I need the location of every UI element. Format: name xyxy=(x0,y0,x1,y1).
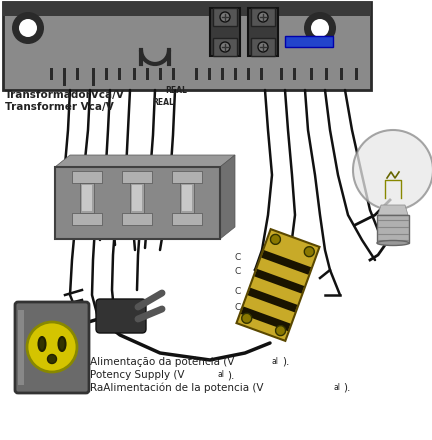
Bar xyxy=(76,68,79,80)
FancyBboxPatch shape xyxy=(15,302,89,393)
Text: RaAlimentación de la potencia (V: RaAlimentación de la potencia (V xyxy=(90,382,264,393)
Bar xyxy=(248,8,278,56)
Circle shape xyxy=(304,12,336,44)
Bar xyxy=(293,68,296,80)
Bar xyxy=(72,213,102,225)
Bar xyxy=(159,68,162,80)
Bar xyxy=(132,185,142,211)
Bar xyxy=(122,171,152,183)
Polygon shape xyxy=(55,155,235,167)
Bar xyxy=(285,36,333,47)
Circle shape xyxy=(311,19,329,37)
Circle shape xyxy=(304,247,314,257)
Bar xyxy=(340,68,343,80)
Bar xyxy=(82,185,92,211)
Bar xyxy=(251,38,275,56)
Bar xyxy=(213,8,237,26)
Bar xyxy=(3,2,371,90)
Ellipse shape xyxy=(377,241,409,246)
Bar xyxy=(180,183,194,213)
Text: Transformer Vca/V: Transformer Vca/V xyxy=(5,102,114,112)
Circle shape xyxy=(258,42,268,52)
Text: al: al xyxy=(272,357,279,366)
Bar xyxy=(254,269,304,293)
Bar xyxy=(105,68,108,80)
Bar xyxy=(55,167,220,239)
Text: TransformadorVca/V: TransformadorVca/V xyxy=(5,90,125,100)
Circle shape xyxy=(220,42,230,52)
Text: Alimentação da potência (V: Alimentação da potência (V xyxy=(90,356,235,367)
Circle shape xyxy=(242,313,252,323)
Text: C: C xyxy=(235,268,241,276)
Bar xyxy=(208,68,211,80)
Circle shape xyxy=(270,235,280,244)
Bar xyxy=(50,68,53,80)
FancyBboxPatch shape xyxy=(96,299,146,333)
Bar xyxy=(236,229,320,341)
Text: Potency Supply (V: Potency Supply (V xyxy=(90,370,184,380)
Text: ).: ). xyxy=(227,370,235,380)
Bar xyxy=(172,171,202,183)
Bar xyxy=(310,68,313,80)
Bar xyxy=(146,68,149,80)
Circle shape xyxy=(48,355,57,363)
Text: C: C xyxy=(235,287,241,297)
Bar xyxy=(118,68,121,80)
Bar xyxy=(92,68,95,86)
Bar xyxy=(251,8,275,26)
Ellipse shape xyxy=(58,337,66,351)
Text: ).: ). xyxy=(343,383,350,393)
Text: REAL: REAL xyxy=(152,98,174,107)
Circle shape xyxy=(19,19,37,37)
Circle shape xyxy=(353,130,432,210)
Bar xyxy=(221,68,224,80)
Bar xyxy=(130,183,144,213)
Circle shape xyxy=(258,12,268,22)
Text: C: C xyxy=(235,304,241,312)
Text: C: C xyxy=(235,253,241,263)
Bar xyxy=(261,250,311,275)
Bar xyxy=(18,310,24,385)
Bar xyxy=(234,68,237,80)
Circle shape xyxy=(220,12,230,22)
Bar xyxy=(247,68,250,80)
Circle shape xyxy=(276,326,286,336)
Bar xyxy=(280,68,283,80)
Bar xyxy=(133,68,136,80)
Bar xyxy=(355,68,358,80)
Bar xyxy=(72,171,102,183)
Bar xyxy=(3,2,371,16)
Circle shape xyxy=(12,12,44,44)
Text: al: al xyxy=(217,370,224,379)
Bar xyxy=(260,68,263,80)
Bar xyxy=(325,68,328,80)
Bar xyxy=(63,68,66,86)
Bar xyxy=(210,8,240,56)
Bar xyxy=(377,215,409,243)
Text: REAL: REAL xyxy=(165,86,187,95)
Circle shape xyxy=(27,322,77,372)
Bar xyxy=(241,307,291,331)
Bar xyxy=(122,213,152,225)
Text: al: al xyxy=(333,383,340,392)
Bar xyxy=(248,288,297,312)
Bar xyxy=(182,185,192,211)
Text: ).: ). xyxy=(282,357,289,367)
Bar xyxy=(195,68,198,80)
Bar xyxy=(80,183,94,213)
Bar xyxy=(213,38,237,56)
Bar xyxy=(172,213,202,225)
Ellipse shape xyxy=(38,337,45,351)
Polygon shape xyxy=(220,155,235,239)
Polygon shape xyxy=(378,205,408,215)
Bar xyxy=(172,68,175,80)
